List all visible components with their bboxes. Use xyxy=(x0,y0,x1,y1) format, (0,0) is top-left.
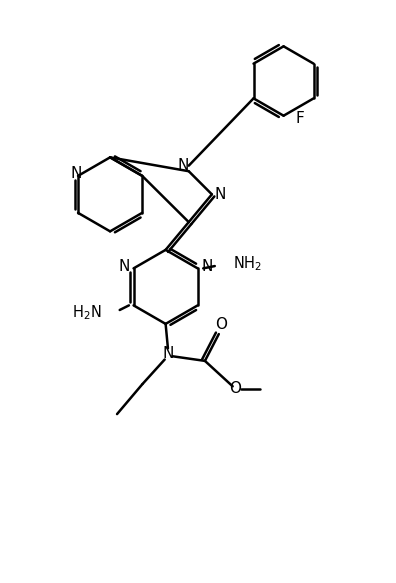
Text: O: O xyxy=(215,317,227,332)
Text: N: N xyxy=(201,258,213,273)
Text: N: N xyxy=(215,187,226,202)
Text: F: F xyxy=(295,111,304,125)
Text: N: N xyxy=(177,158,189,173)
Text: O: O xyxy=(229,381,241,396)
Text: N: N xyxy=(119,258,130,273)
Text: N: N xyxy=(162,346,173,361)
Text: N: N xyxy=(70,166,82,181)
Text: H$_2$N: H$_2$N xyxy=(72,303,101,322)
Text: NH$_2$: NH$_2$ xyxy=(233,254,262,273)
